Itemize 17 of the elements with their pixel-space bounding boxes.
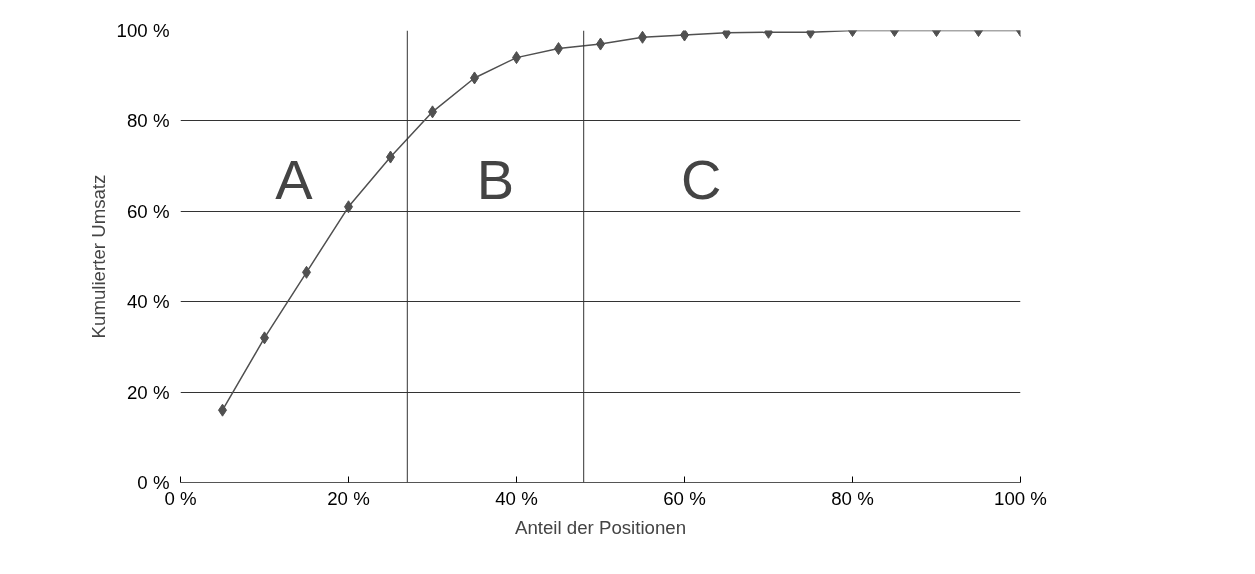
y-tick-label: 40 % xyxy=(126,291,170,313)
y-tick-label: 60 % xyxy=(126,200,170,222)
y-tick-label: 100 % xyxy=(116,20,170,41)
y-tick-label: 80 % xyxy=(126,110,170,132)
y-axis-title: Kumulierter Umsatz xyxy=(87,174,109,339)
x-tick-label: 60 % xyxy=(663,487,706,509)
x-tick-label: 100 % xyxy=(994,487,1047,509)
x-tick-label: 40 % xyxy=(495,487,538,509)
x-axis-title: Anteil der Positionen xyxy=(514,516,687,538)
point xyxy=(680,30,689,42)
annotation: A xyxy=(275,148,314,212)
annotation: C xyxy=(681,148,722,212)
x-tick-label: 20 % xyxy=(327,487,370,509)
y-tick-label: 20 % xyxy=(126,381,170,403)
annotation: B xyxy=(476,148,515,212)
x-tick-label: 80 % xyxy=(831,487,874,509)
y-tick-label: 0 % xyxy=(137,472,170,493)
